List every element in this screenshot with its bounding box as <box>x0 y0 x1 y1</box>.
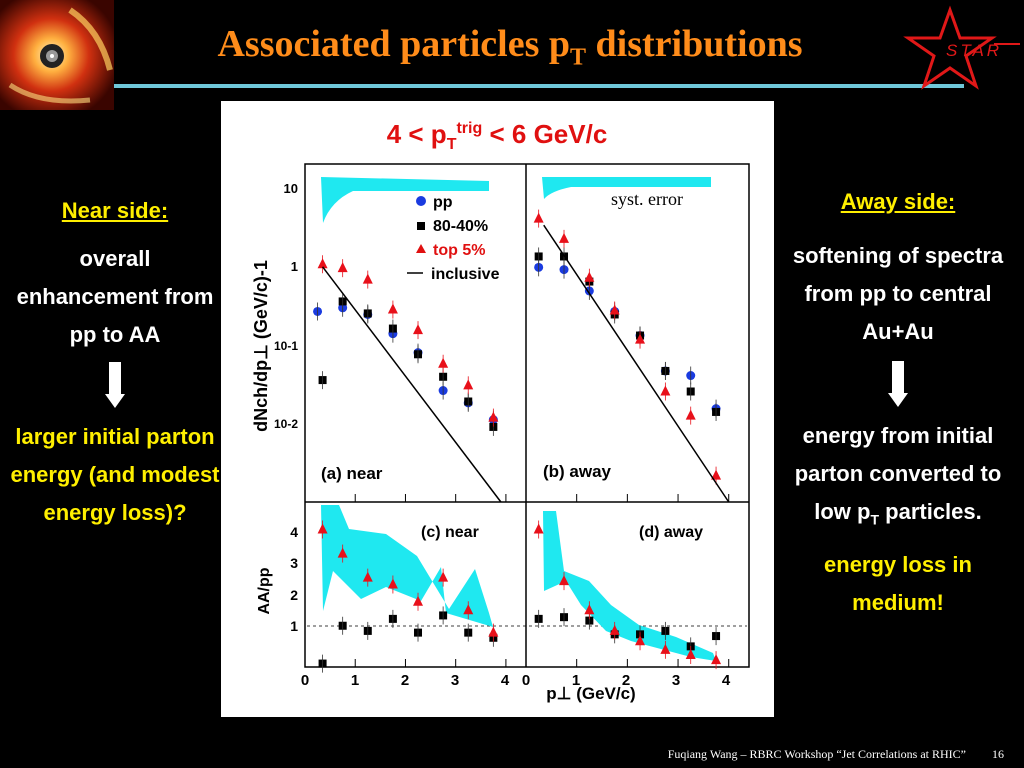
x-tick-label: 0 <box>522 672 530 689</box>
x-tick-label: 4 <box>501 672 510 689</box>
down-arrow-icon <box>105 362 125 410</box>
x-tick-label: 0 <box>301 672 309 689</box>
near-side-column: Near side: overall enhancement from pp t… <box>10 192 220 532</box>
figure-panel: 4 < pTtrig < 6 GeV/c syst. error pp 80-4… <box>221 101 774 717</box>
legend-label: inclusive <box>431 266 500 283</box>
spectra-figure: 4 < pTtrig < 6 GeV/c syst. error pp 80-4… <box>251 119 750 703</box>
inclusive-line <box>543 224 730 503</box>
slide-title: Associated particles pT distributions <box>217 23 803 71</box>
x-tick-label: 2 <box>622 672 630 689</box>
panel-label: (c) near <box>421 524 479 541</box>
syst-error-band-near <box>321 177 489 223</box>
syst-error-label: syst. error <box>611 189 683 209</box>
ratio-band-near <box>321 505 493 627</box>
y-tick-label: 10-2 <box>274 417 298 431</box>
legend-label: pp <box>433 194 453 211</box>
down-arrow-icon <box>888 361 908 409</box>
x-tick-label: 4 <box>722 672 731 689</box>
away-side-heading: Away side: <box>840 189 956 214</box>
near-side-heading: Near side: <box>61 198 169 223</box>
panel-label: (b) away <box>543 462 612 481</box>
y-axis-label-top: dNch/dp⊥ (GeV/c)-1 <box>251 260 271 432</box>
y-tick-label: 2 <box>290 587 298 603</box>
near-side-text: overall enhancement from pp to AA <box>16 246 214 347</box>
away-side-conclusion: energy loss in medium! <box>824 552 972 616</box>
inclusive-line <box>321 266 502 503</box>
y-tick-label: 1 <box>290 618 298 634</box>
legend-marker-pp <box>416 196 426 206</box>
page-number: 16 <box>992 747 1004 761</box>
title-underline <box>114 84 964 88</box>
away-side-explanation: energy from initial parton converted to … <box>794 423 1002 528</box>
legend-marker-top5 <box>416 244 426 253</box>
x-axis-label: p⊥ (GeV/c) <box>546 684 635 703</box>
y-tick-label: 10-1 <box>274 339 298 353</box>
sun-corona-logo <box>0 0 114 110</box>
x-tick-label: 1 <box>572 672 580 689</box>
y-tick-label: 3 <box>290 555 298 571</box>
away-side-column: Away side: softening of spectra from pp … <box>778 183 1018 622</box>
figure-title: 4 < pTtrig < 6 GeV/c <box>387 119 608 153</box>
ratio-band-away <box>543 511 716 661</box>
y-tick-label: 10 <box>284 181 298 196</box>
x-tick-label: 1 <box>351 672 359 689</box>
near-side-conclusion: larger initial parton energy (and modest… <box>10 424 220 525</box>
panel-label: (d) away <box>639 524 703 541</box>
y-tick-label: 1 <box>291 259 298 274</box>
x-tick-label: 2 <box>401 672 409 689</box>
syst-error-band-away <box>542 177 711 199</box>
star-logo-text: STAR <box>946 41 1002 60</box>
star-experiment-logo: STAR <box>903 5 1020 90</box>
legend-label: top 5% <box>433 242 485 259</box>
footer: Fuqiang Wang – RBRC Workshop “Jet Correl… <box>667 747 1004 761</box>
legend-label: 80-40% <box>433 218 488 235</box>
away-side-text: softening of spectra from pp to central … <box>792 243 1004 344</box>
x-tick-label: 3 <box>451 672 459 689</box>
y-tick-label: 4 <box>290 524 298 540</box>
plot-frame <box>304 163 750 668</box>
x-tick-label: 3 <box>672 672 680 689</box>
y-axis-label-bottom: AA/pp <box>256 567 273 614</box>
legend-marker-mid <box>417 222 425 230</box>
panel-label: (a) near <box>321 464 383 483</box>
